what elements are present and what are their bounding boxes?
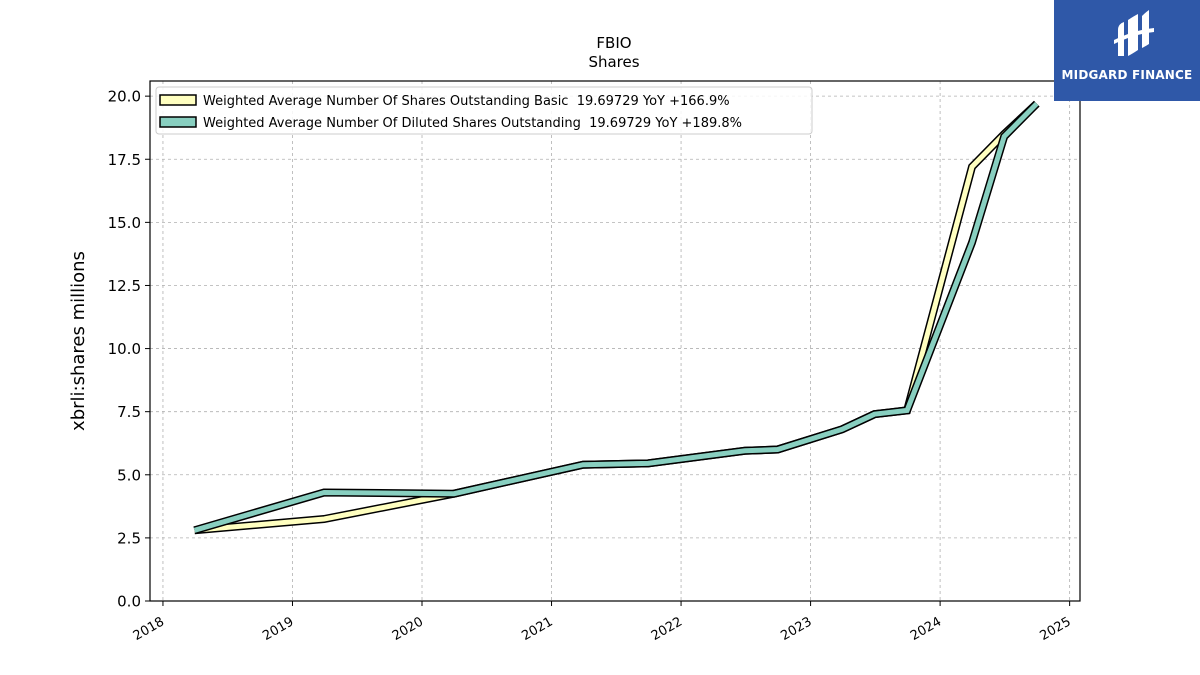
series-layer <box>193 100 1040 535</box>
series-line-2 <box>193 101 1039 533</box>
y-tick-label: 0.0 <box>117 593 141 611</box>
y-tick-label: 5.0 <box>117 466 141 484</box>
x-tick-label: 2018 <box>131 614 167 644</box>
logo-text: MIDGARD FINANCE <box>1061 68 1193 82</box>
legend-label-1: Weighted Average Number Of Shares Outsta… <box>203 94 730 109</box>
y-tick-label: 17.5 <box>108 151 141 169</box>
x-tick-label: 2024 <box>908 614 944 644</box>
legend-box <box>155 86 813 135</box>
y-tick-label: 10.0 <box>108 340 141 358</box>
x-tick-label: 2020 <box>390 614 426 644</box>
legend-swatch-1 <box>159 94 197 106</box>
legend-label-2: Weighted Average Number Of Diluted Share… <box>203 116 742 131</box>
x-tick-label: 2025 <box>1037 614 1073 644</box>
x-tick-label: 2023 <box>778 614 814 644</box>
axis-ticks: 0.0 2.5 5.0 7.5 10.0 12.5 15.0 17.5 20.0 2018 2019… <box>108 88 1074 644</box>
midgard-finance-logo: MIDGARD FINANCE <box>1054 0 1200 101</box>
y-axis-label: xbrli:shares millions <box>68 251 89 431</box>
legend: Weighted Average Number Of Shares Outsta… <box>155 86 813 135</box>
y-tick-label: 7.5 <box>117 403 141 421</box>
x-tick-label: 2021 <box>519 614 555 644</box>
logo-mark-icon <box>1114 10 1154 56</box>
y-tick-label: 20.0 <box>108 88 141 106</box>
y-tick-label: 12.5 <box>108 277 141 295</box>
y-tick-label: 2.5 <box>117 529 141 547</box>
x-tick-label: 2019 <box>260 614 296 644</box>
x-tick-label: 2022 <box>649 614 685 644</box>
legend-swatch-2 <box>159 116 197 128</box>
chart-subtitle: Shares <box>588 53 639 71</box>
chart-title: FBIO <box>596 34 631 52</box>
plot-frame <box>149 80 1081 602</box>
y-tick-label: 15.0 <box>108 214 141 232</box>
